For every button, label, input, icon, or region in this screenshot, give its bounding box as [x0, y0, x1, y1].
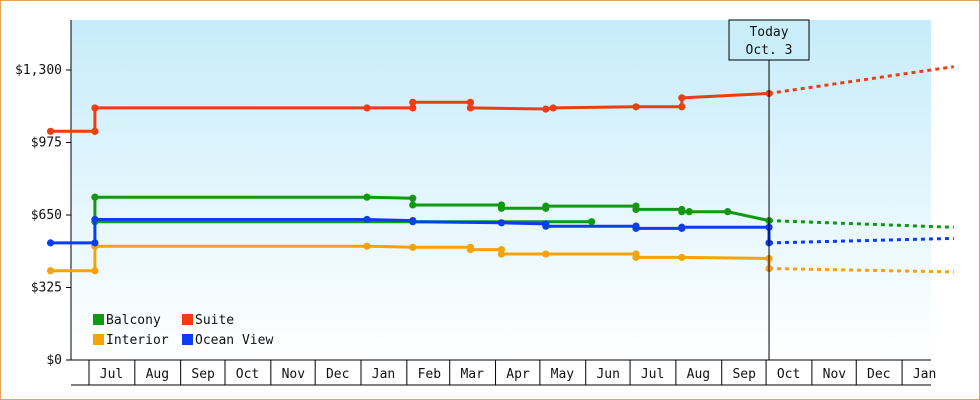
x-tick-label: Feb [418, 367, 442, 382]
series-point [542, 202, 550, 210]
series-point [46, 127, 55, 135]
series-point [685, 208, 693, 216]
series-point [46, 239, 55, 247]
x-tick-label: Dec [867, 367, 890, 382]
legend-swatch [93, 334, 104, 345]
series-point [91, 267, 99, 275]
today-date: Oct. 3 [746, 43, 793, 58]
series-forecast-interior [768, 267, 954, 274]
series-point [409, 201, 417, 209]
legend-label: Ocean View [195, 333, 273, 348]
x-tick-label: Sep [191, 367, 215, 382]
series-point [542, 250, 550, 258]
series-point [588, 218, 596, 226]
legend-swatch [93, 314, 104, 325]
y-tick-label: $325 [31, 281, 62, 296]
series-point [91, 127, 99, 135]
today-box [728, 19, 810, 61]
series-point [632, 224, 640, 232]
y-tick-label: $650 [31, 208, 62, 223]
series-point [549, 104, 557, 112]
series-point [678, 253, 686, 261]
series-point [91, 215, 99, 224]
x-tick-label: Mar [460, 367, 484, 382]
today-marker: Today Oct. 3 [728, 19, 810, 360]
x-tick-label: Jul [641, 367, 664, 382]
series-point [497, 219, 506, 227]
plot-background [71, 20, 931, 360]
series-point [678, 103, 686, 111]
series-point [363, 242, 371, 250]
x-tick-label: Jan [372, 367, 395, 382]
series-point [363, 193, 371, 201]
x-tick-label: Dec [326, 367, 349, 382]
legend-swatch [182, 334, 193, 345]
series-point [678, 208, 686, 216]
legend-label: Suite [195, 313, 234, 328]
legend-label: Interior [106, 333, 169, 348]
series-point [363, 104, 371, 112]
series-point [632, 205, 640, 214]
series-point [466, 245, 475, 254]
series-point [632, 253, 640, 261]
series-forecast-suite [768, 65, 955, 95]
series-point [409, 218, 417, 226]
series-point [409, 194, 417, 202]
x-tick-label: Jan [913, 367, 936, 382]
series-layer [46, 65, 955, 275]
series-point [409, 98, 417, 106]
x-tick-label: Oct [236, 367, 259, 382]
series-point [409, 243, 417, 251]
y-tick-label: $0 [46, 353, 62, 368]
series-point [497, 204, 506, 212]
series-point [46, 267, 55, 275]
x-tick-label: Jun [596, 367, 619, 382]
series-point [91, 239, 99, 247]
x-tick-label: Sep [732, 367, 756, 382]
series-point [497, 250, 506, 258]
y-tick-label: $1,300 [15, 63, 62, 78]
series-point [409, 104, 417, 112]
series-point [632, 103, 640, 111]
series-point [542, 105, 550, 113]
series-point [678, 94, 686, 102]
legend-swatch [182, 314, 193, 325]
x-axis-ticks: Jul Aug Sep Oct Nov Dec Jan Feb Mar Apr May Jun Jul A… [88, 360, 936, 385]
y-axis-ticks: $0 $325 $650 $975 $1,300 [15, 63, 71, 368]
y-tick-label: $975 [31, 136, 62, 151]
series-point [363, 215, 371, 224]
series-point [466, 98, 475, 106]
series-point [466, 104, 475, 112]
x-tick-label: May [551, 367, 575, 382]
x-tick-label: Nov [823, 367, 847, 382]
series-forecast-ocean-view [768, 236, 954, 245]
x-tick-label: Oct [777, 367, 800, 382]
x-tick-label: Apr [506, 367, 530, 382]
legend-label: Balcony [106, 313, 161, 328]
x-tick-label: Aug [146, 367, 169, 382]
series-point [678, 223, 686, 231]
series-point [91, 193, 99, 201]
legend: Balcony Suite Interior Ocean View [93, 313, 273, 348]
series-point [542, 222, 550, 230]
series-point [91, 104, 99, 112]
x-tick-label: Nov [282, 367, 306, 382]
series-forecast-balcony [768, 219, 954, 229]
axes [70, 20, 931, 386]
series-point [724, 208, 732, 216]
x-tick-label: Jul [100, 367, 123, 382]
x-tick-label: Aug [687, 367, 710, 382]
today-label: Today [749, 25, 788, 40]
